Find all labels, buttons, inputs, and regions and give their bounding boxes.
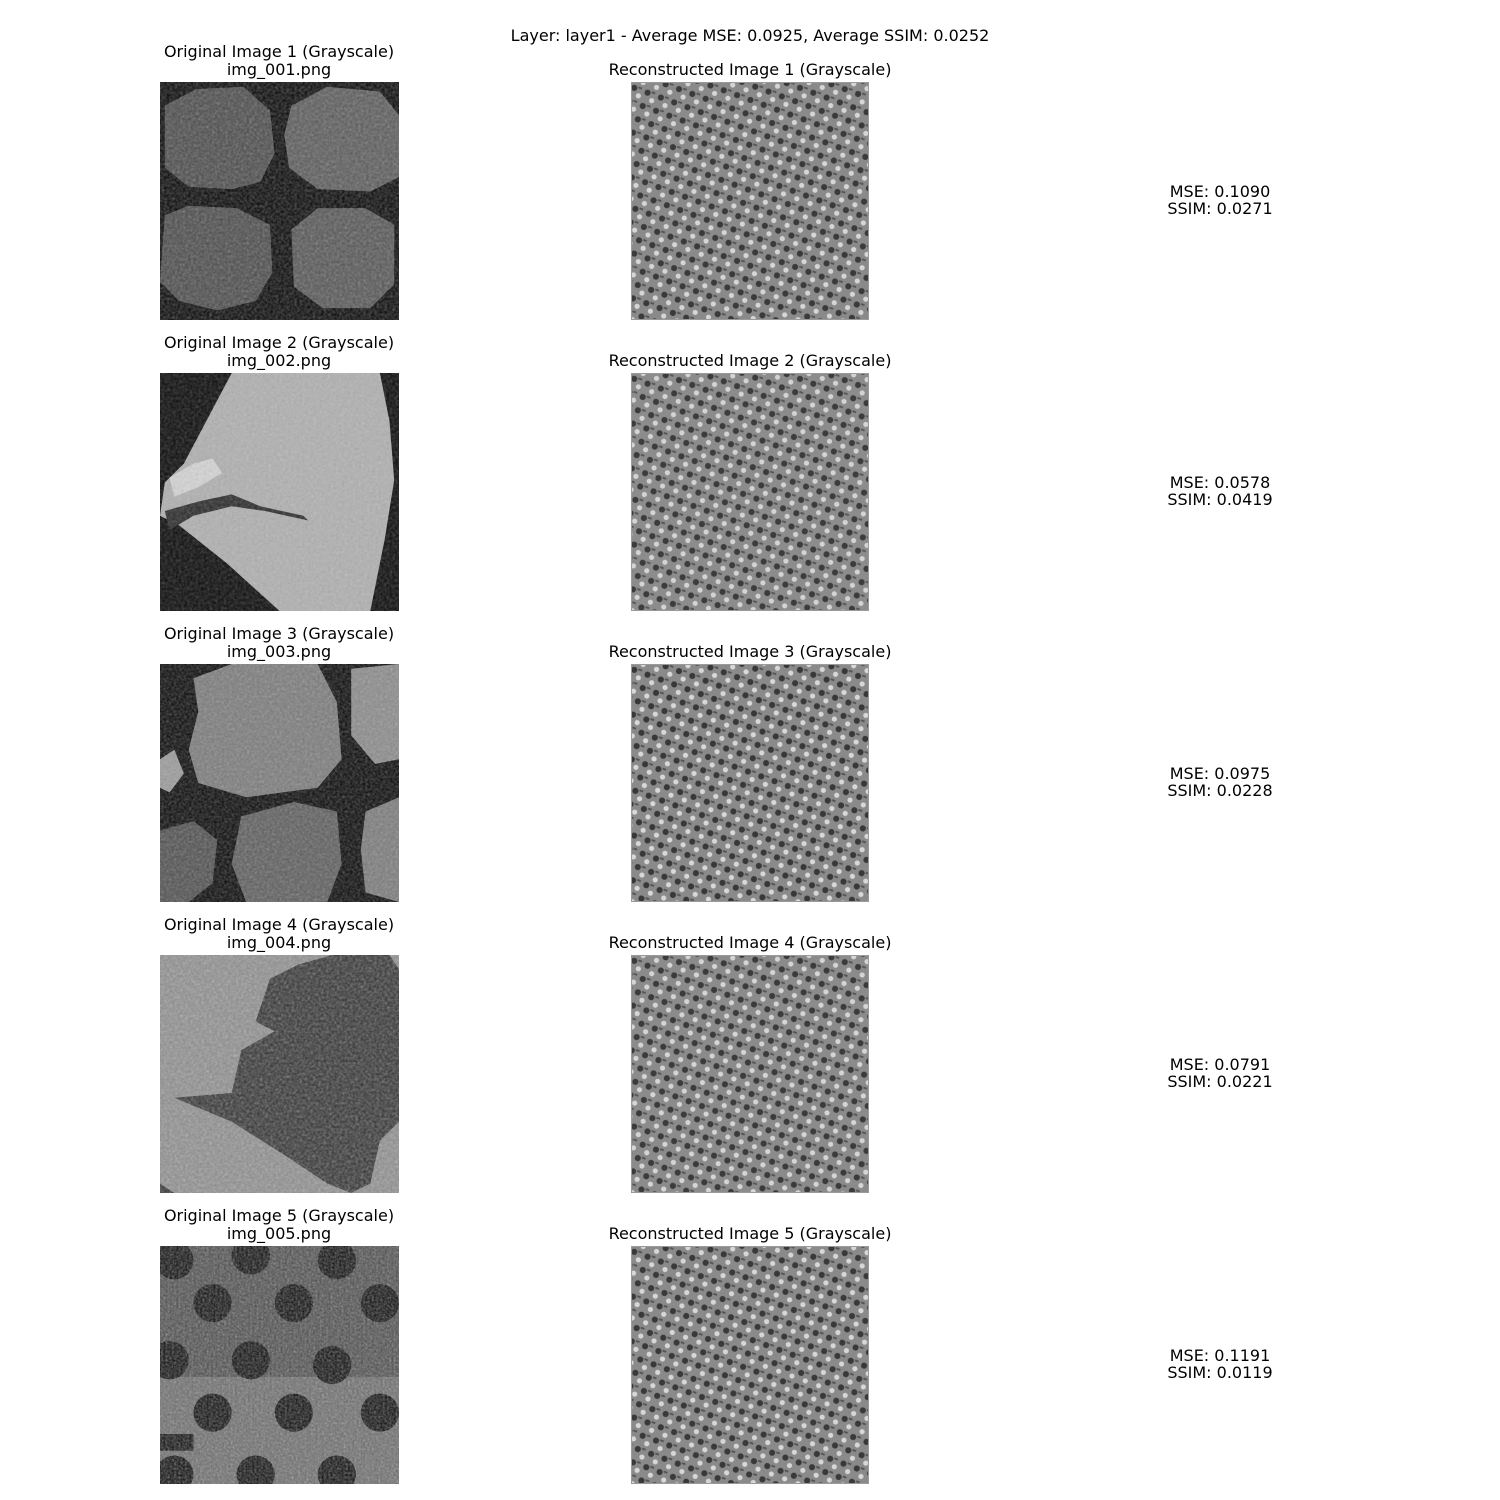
mse-value: MSE: 0.0975	[1169, 764, 1271, 783]
metrics-block: MSE: 0.0578 SSIM: 0.0419	[1120, 474, 1320, 508]
original-image	[160, 955, 399, 1193]
ssim-value: SSIM: 0.0228	[1167, 781, 1273, 800]
original-image-title: Original Image 1 (Grayscale)	[163, 42, 395, 61]
original-image	[160, 373, 399, 611]
original-image	[160, 82, 399, 320]
metrics-block: MSE: 0.0791 SSIM: 0.0221	[1120, 1056, 1320, 1090]
ssim-value: SSIM: 0.0271	[1167, 199, 1273, 218]
original-image-filename: img_004.png	[226, 933, 332, 952]
reconstructed-image-title: Reconstructed Image 1 (Grayscale)	[608, 60, 892, 79]
reconstructed-image-title: Reconstructed Image 4 (Grayscale)	[608, 933, 892, 952]
original-image	[160, 664, 399, 902]
original-title-block: Original Image 5 (Grayscale) img_005.png	[130, 1207, 428, 1243]
original-image-filename: img_003.png	[226, 642, 332, 661]
metrics-block: MSE: 0.1090 SSIM: 0.0271	[1120, 183, 1320, 217]
original-image-filename: img_002.png	[226, 351, 332, 370]
result-row-3: Original Image 3 (Grayscale) img_003.png…	[0, 625, 1500, 916]
mse-value: MSE: 0.1191	[1169, 1346, 1271, 1365]
original-image-title: Original Image 3 (Grayscale)	[163, 624, 395, 643]
reconstructed-image-title: Reconstructed Image 3 (Grayscale)	[608, 642, 892, 661]
reconstructed-image	[631, 1246, 869, 1484]
original-image-graphic	[160, 664, 399, 902]
reconstructed-image-graphic	[632, 956, 868, 1192]
original-title-block: Original Image 4 (Grayscale) img_004.png	[130, 916, 428, 952]
original-image-graphic	[160, 82, 399, 320]
reconstructed-image-title: Reconstructed Image 2 (Grayscale)	[608, 351, 892, 370]
reconstructed-image-graphic	[632, 1247, 868, 1483]
mse-value: MSE: 0.1090	[1169, 182, 1271, 201]
mse-value: MSE: 0.0791	[1169, 1055, 1271, 1074]
reconstructed-image-graphic	[632, 374, 868, 610]
ssim-value: SSIM: 0.0419	[1167, 490, 1273, 509]
result-row-5: Original Image 5 (Grayscale) img_005.png	[0, 1207, 1500, 1498]
reconstructed-image	[631, 955, 869, 1193]
ssim-value: SSIM: 0.0221	[1167, 1072, 1273, 1091]
metrics-block: MSE: 0.1191 SSIM: 0.0119	[1120, 1347, 1320, 1381]
original-title-block: Original Image 2 (Grayscale) img_002.png	[130, 334, 428, 370]
original-image-graphic	[160, 373, 399, 611]
reconstructed-image	[631, 664, 869, 902]
original-title-block: Original Image 3 (Grayscale) img_003.png	[130, 625, 428, 661]
reconstructed-image	[631, 373, 869, 611]
result-row-2: Original Image 2 (Grayscale) img_002.png…	[0, 334, 1500, 625]
result-row-1: Original Image 1 (Grayscale) img_001.png	[0, 43, 1500, 334]
original-image-title: Original Image 5 (Grayscale)	[163, 1206, 395, 1225]
result-row-4: Original Image 4 (Grayscale) img_004.png…	[0, 916, 1500, 1207]
original-image-graphic	[160, 1246, 399, 1484]
reconstructed-image-title: Reconstructed Image 5 (Grayscale)	[608, 1224, 892, 1243]
reconstructed-image	[631, 82, 869, 320]
reconstructed-image-graphic	[632, 83, 868, 319]
original-image-graphic	[160, 955, 399, 1193]
reconstructed-image-graphic	[632, 665, 868, 901]
original-image-filename: img_005.png	[226, 1224, 332, 1243]
figure-title: Layer: layer1 - Average MSE: 0.0925, Ave…	[510, 26, 990, 45]
metrics-block: MSE: 0.0975 SSIM: 0.0228	[1120, 765, 1320, 799]
ssim-value: SSIM: 0.0119	[1167, 1363, 1273, 1382]
mse-value: MSE: 0.0578	[1169, 473, 1271, 492]
original-image-filename: img_001.png	[226, 60, 332, 79]
original-image-title: Original Image 4 (Grayscale)	[163, 915, 395, 934]
original-title-block: Original Image 1 (Grayscale) img_001.png	[130, 43, 428, 79]
original-image-title: Original Image 2 (Grayscale)	[163, 333, 395, 352]
original-image	[160, 1246, 399, 1484]
